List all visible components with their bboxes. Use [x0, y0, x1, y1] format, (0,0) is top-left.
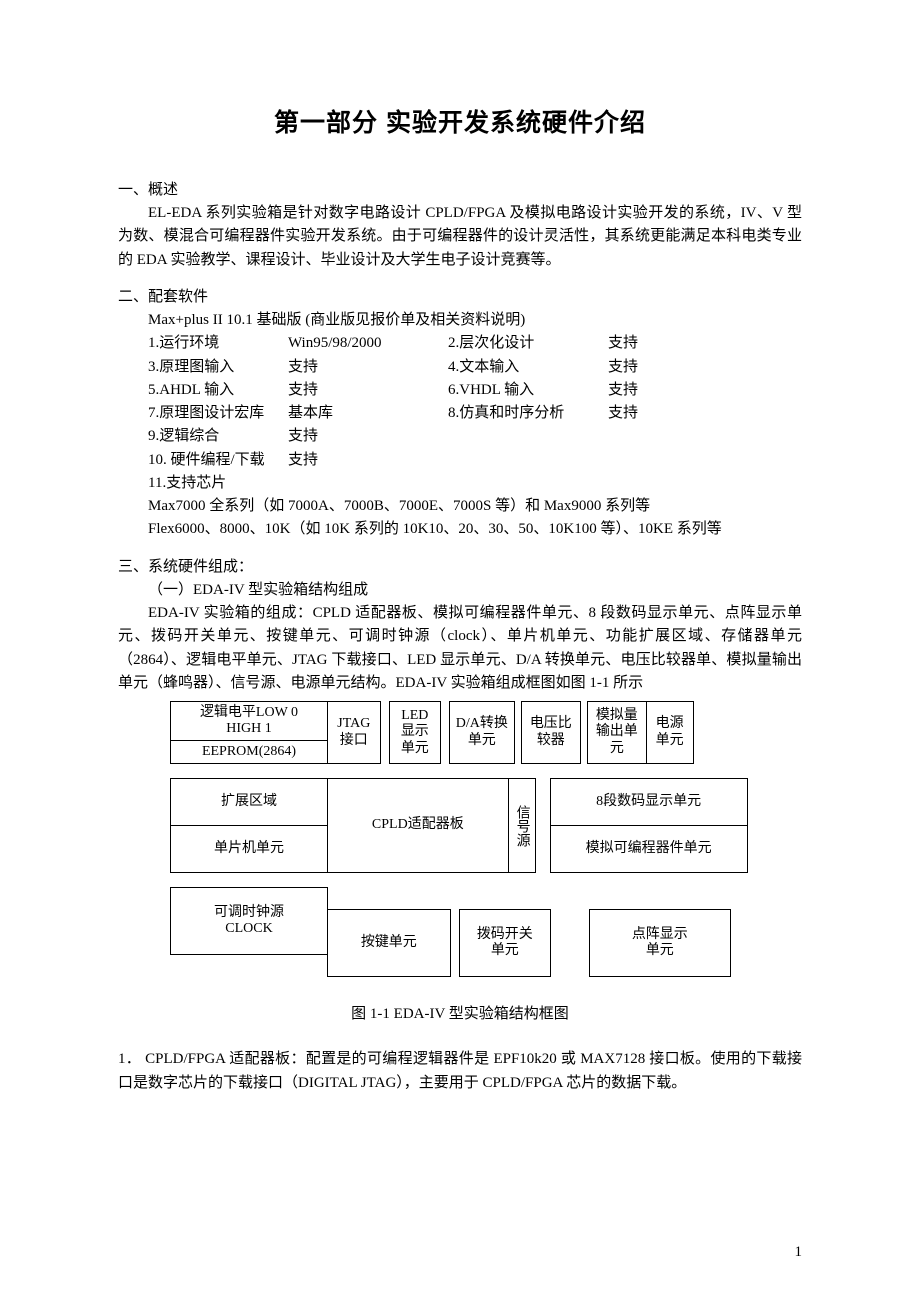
cell-logic-level: 逻辑电平LOW 0 HIGH 1: [170, 701, 328, 741]
spec-c: [448, 425, 608, 448]
diagram-gap: [381, 701, 389, 764]
cell-eeprom: EEPROM(2864): [170, 740, 328, 764]
spec-row: 10. 硬件编程/下载 支持: [118, 449, 802, 472]
cell-dip: 拨码开关 单元: [459, 909, 551, 977]
diagram-row-1: 逻辑电平LOW 0 HIGH 1 EEPROM(2864) JTAG 接口 LE…: [170, 701, 750, 764]
cell-signal-source: 信号源: [508, 778, 536, 873]
cell-vcmp: 电压比 较器: [521, 701, 581, 764]
footer-item-1: 1． CPLD/FPGA 适配器板：配置是的可编程逻辑器件是 EPF10k20 …: [118, 1048, 802, 1095]
spec-a: 7.原理图设计宏库: [148, 402, 288, 425]
spec-row: 9.逻辑综合 支持: [118, 425, 802, 448]
cell-led: LED 显示 单元: [389, 701, 441, 764]
section-2: 二、配套软件 Max+plus II 10.1 基础版 (商业版见报价单及相关资…: [118, 286, 802, 542]
spec-row: 11.支持芯片: [118, 472, 802, 495]
spec-b: Win95/98/2000: [288, 332, 448, 355]
diagram-gap: [170, 873, 750, 887]
spec-a: 11.支持芯片: [148, 472, 288, 495]
spec-row: 3.原理图输入 支持 4.文本输入 支持: [118, 356, 802, 379]
spec-c: 8.仿真和时序分析: [448, 402, 608, 425]
spec-row: 1.运行环境 Win95/98/2000 2.层次化设计 支持: [118, 332, 802, 355]
spec-c: [448, 449, 608, 472]
section-3-sub: （一）EDA-IV 型实验箱结构组成: [118, 579, 802, 602]
cell-cpld: CPLD适配器板: [327, 778, 509, 873]
spec-c: 4.文本输入: [448, 356, 608, 379]
spec-b: [288, 472, 448, 495]
cell-analog-out: 模拟量 输出单 元: [587, 701, 647, 764]
spec-row: 5.AHDL 输入 支持 6.VHDL 输入 支持: [118, 379, 802, 402]
spec-a: 3.原理图输入: [148, 356, 288, 379]
diagram-col-left: 扩展区域 单片机单元: [170, 778, 328, 873]
spec-b: 基本库: [288, 402, 448, 425]
section-3: 三、系统硬件组成： （一）EDA-IV 型实验箱结构组成 EDA-IV 实验箱的…: [118, 556, 802, 696]
spec-b: 支持: [288, 425, 448, 448]
cell-7seg: 8段数码显示单元: [550, 778, 748, 826]
chip-support-2: Flex6000、8000、10K（如 10K 系列的 10K10、20、30、…: [118, 518, 802, 541]
spec-row: 7.原理图设计宏库 基本库 8.仿真和时序分析 支持: [118, 402, 802, 425]
section-3-heading: 三、系统硬件组成：: [118, 556, 802, 579]
section-1-heading: 一、概述: [118, 179, 802, 202]
document-page: 第一部分 实验开发系统硬件介绍 一、概述 EL-EDA 系列实验箱是针对数字电路…: [0, 0, 920, 1302]
section-1-body: EL-EDA 系列实验箱是针对数字电路设计 CPLD/FPGA 及模拟电路设计实…: [118, 202, 802, 272]
cell-ext-area: 扩展区域: [170, 778, 328, 826]
spec-d: 支持: [608, 332, 728, 355]
cell-signal-source-label: 信号源: [514, 805, 530, 847]
cell-keys: 按键单元: [327, 909, 451, 977]
spec-c: 6.VHDL 输入: [448, 379, 608, 402]
page-title: 第一部分 实验开发系统硬件介绍: [118, 104, 802, 143]
section-2-intro: Max+plus II 10.1 基础版 (商业版见报价单及相关资料说明): [118, 309, 802, 332]
spec-b: 支持: [288, 449, 448, 472]
spec-a: 1.运行环境: [148, 332, 288, 355]
spec-d: 支持: [608, 402, 728, 425]
spec-d: [608, 425, 728, 448]
diagram-col-left: 逻辑电平LOW 0 HIGH 1 EEPROM(2864): [170, 701, 328, 764]
diagram-col-right: 8段数码显示单元 模拟可编程器件单元: [550, 778, 748, 873]
spec-d: [608, 449, 728, 472]
spec-a: 9.逻辑综合: [148, 425, 288, 448]
cell-da: D/A转换 单元: [449, 701, 515, 764]
spec-a: 5.AHDL 输入: [148, 379, 288, 402]
cell-analog-prog: 模拟可编程器件单元: [550, 825, 748, 873]
cell-mcu: 单片机单元: [170, 825, 328, 873]
diagram-gap: [441, 701, 449, 764]
diagram-gap: [536, 778, 550, 873]
diagram-gap: [170, 764, 750, 778]
block-diagram: 逻辑电平LOW 0 HIGH 1 EEPROM(2864) JTAG 接口 LE…: [170, 701, 750, 977]
spec-b: 支持: [288, 356, 448, 379]
spec-d: [608, 472, 728, 495]
section-3-body: EDA-IV 实验箱的组成：CPLD 适配器板、模拟可编程器件单元、8 段数码显…: [118, 602, 802, 695]
spec-a: 10. 硬件编程/下载: [148, 449, 288, 472]
spec-b: 支持: [288, 379, 448, 402]
chip-support-1: Max7000 全系列（如 7000A、7000B、7000E、7000S 等）…: [118, 495, 802, 518]
cell-clock: 可调时钟源 CLOCK: [170, 887, 328, 955]
section-2-heading: 二、配套软件: [118, 286, 802, 309]
diagram-row-2: 扩展区域 单片机单元 CPLD适配器板 信号源 8段数码显示单元 模拟可编程器件…: [170, 778, 750, 873]
diagram-row-3: 可调时钟源 CLOCK 按键单元 拨码开关 单元 点阵显示 单元: [170, 887, 750, 977]
cell-power: 电源 单元: [646, 701, 694, 764]
spec-c: [448, 472, 608, 495]
cell-dotmatrix: 点阵显示 单元: [589, 909, 731, 977]
cell-jtag: JTAG 接口: [327, 701, 381, 764]
spec-d: 支持: [608, 356, 728, 379]
spec-d: 支持: [608, 379, 728, 402]
page-number: 1: [795, 1241, 803, 1264]
spec-c: 2.层次化设计: [448, 332, 608, 355]
diagram-caption: 图 1-1 EDA-IV 型实验箱结构框图: [118, 1003, 802, 1026]
